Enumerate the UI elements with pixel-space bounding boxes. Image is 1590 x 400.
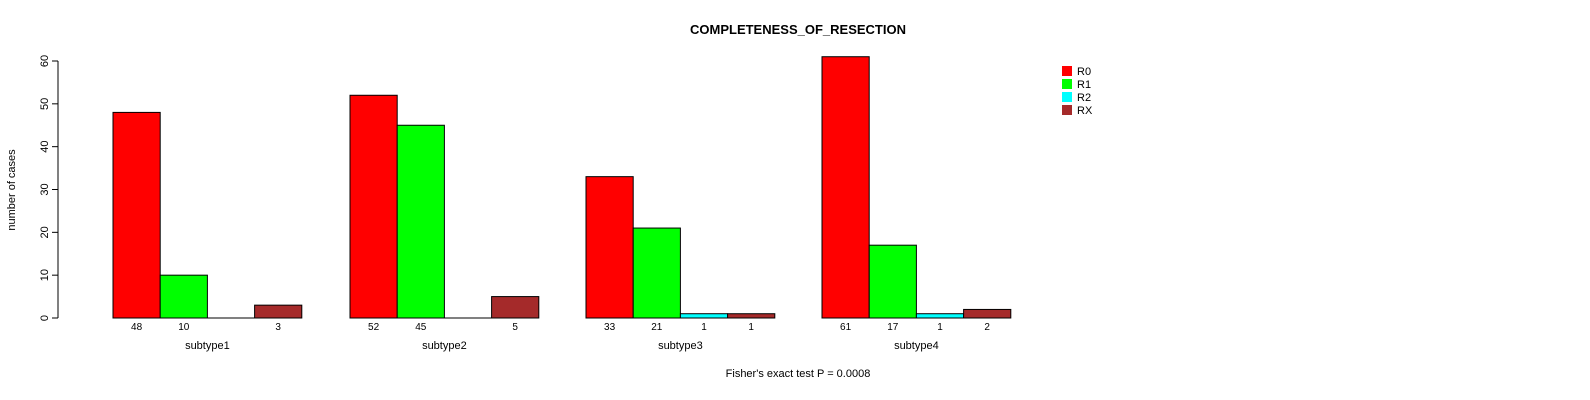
data-label-subtype3-R1: 21: [651, 322, 663, 333]
group-label-subtype4: subtype4: [894, 340, 939, 352]
data-label-subtype3-RX: 1: [748, 322, 754, 333]
legend-swatch-R1: [1062, 79, 1072, 89]
y-tick-label: 50: [39, 98, 51, 110]
bar-subtype3-R0: [585, 176, 634, 319]
y-axis-label: number of cases: [6, 149, 18, 231]
y-tick-label: 20: [39, 226, 51, 238]
group-label-subtype1: subtype1: [185, 340, 230, 352]
fisher-test-annotation: Fisher's exact test P = 0.0008: [726, 368, 871, 380]
y-axis: 0 10 20 30 40 50 60: [39, 55, 59, 321]
y-tick-label: 30: [39, 183, 51, 195]
bars-group: [112, 56, 1012, 319]
bar-subtype4-R0: [821, 56, 870, 319]
bar-subtype2-R0: [349, 94, 398, 319]
y-tick-label: 10: [39, 269, 51, 281]
bar-subtype4-R1: [868, 244, 917, 319]
data-label-subtype2-R1: 45: [415, 322, 427, 333]
data-label-subtype1-R0: 48: [131, 322, 143, 333]
group-label-subtype3: subtype3: [658, 340, 703, 352]
data-label-subtype4-R0: 61: [840, 322, 852, 333]
chart-title: COMPLETENESS_OF_RESECTION: [690, 22, 906, 37]
data-label-subtype4-RX: 2: [984, 322, 990, 333]
bar-subtype2-RX: [491, 296, 540, 319]
bar-subtype4-R2: [915, 313, 965, 319]
legend-label-RX: RX: [1077, 105, 1093, 117]
bar-subtype1-RX: [254, 304, 303, 319]
legend-label-R2: R2: [1077, 92, 1091, 104]
data-label-subtype3-R0: 33: [604, 322, 616, 333]
y-tick-label: 0: [39, 315, 51, 321]
legend-label-R0: R0: [1077, 66, 1091, 78]
group-labels-group: subtype1 subtype2 subtype3 subtype4: [185, 340, 939, 352]
data-label-subtype2-RX: 5: [512, 322, 518, 333]
bar-subtype4-RX: [963, 308, 1012, 319]
legend-swatch-RX: [1062, 105, 1072, 115]
bar-subtype3-R2: [679, 313, 729, 319]
data-label-subtype3-R2: 1: [701, 322, 707, 333]
bar-subtype1-R1: [159, 274, 208, 319]
bar-subtype2-R1: [396, 124, 445, 319]
data-label-subtype4-R1: 17: [887, 322, 899, 333]
legend-label-R1: R1: [1077, 79, 1091, 91]
bar-subtype3-RX: [727, 313, 776, 319]
legend-swatch-R0: [1062, 66, 1072, 76]
data-labels-group: 48 10 3 52 45 5 33 21 1 1 61 17 1 2: [131, 322, 990, 333]
y-tick-label: 60: [39, 55, 51, 67]
group-label-subtype2: subtype2: [422, 340, 467, 352]
data-label-subtype2-R0: 52: [368, 322, 380, 333]
data-label-subtype1-R1: 10: [178, 322, 190, 333]
legend-swatch-R2: [1062, 92, 1072, 102]
data-label-subtype4-R2: 1: [937, 322, 943, 333]
data-label-subtype1-RX: 3: [275, 322, 281, 333]
bar-subtype1-R0: [112, 111, 161, 319]
y-tick-label: 40: [39, 141, 51, 153]
bar-subtype3-R1: [632, 227, 681, 319]
